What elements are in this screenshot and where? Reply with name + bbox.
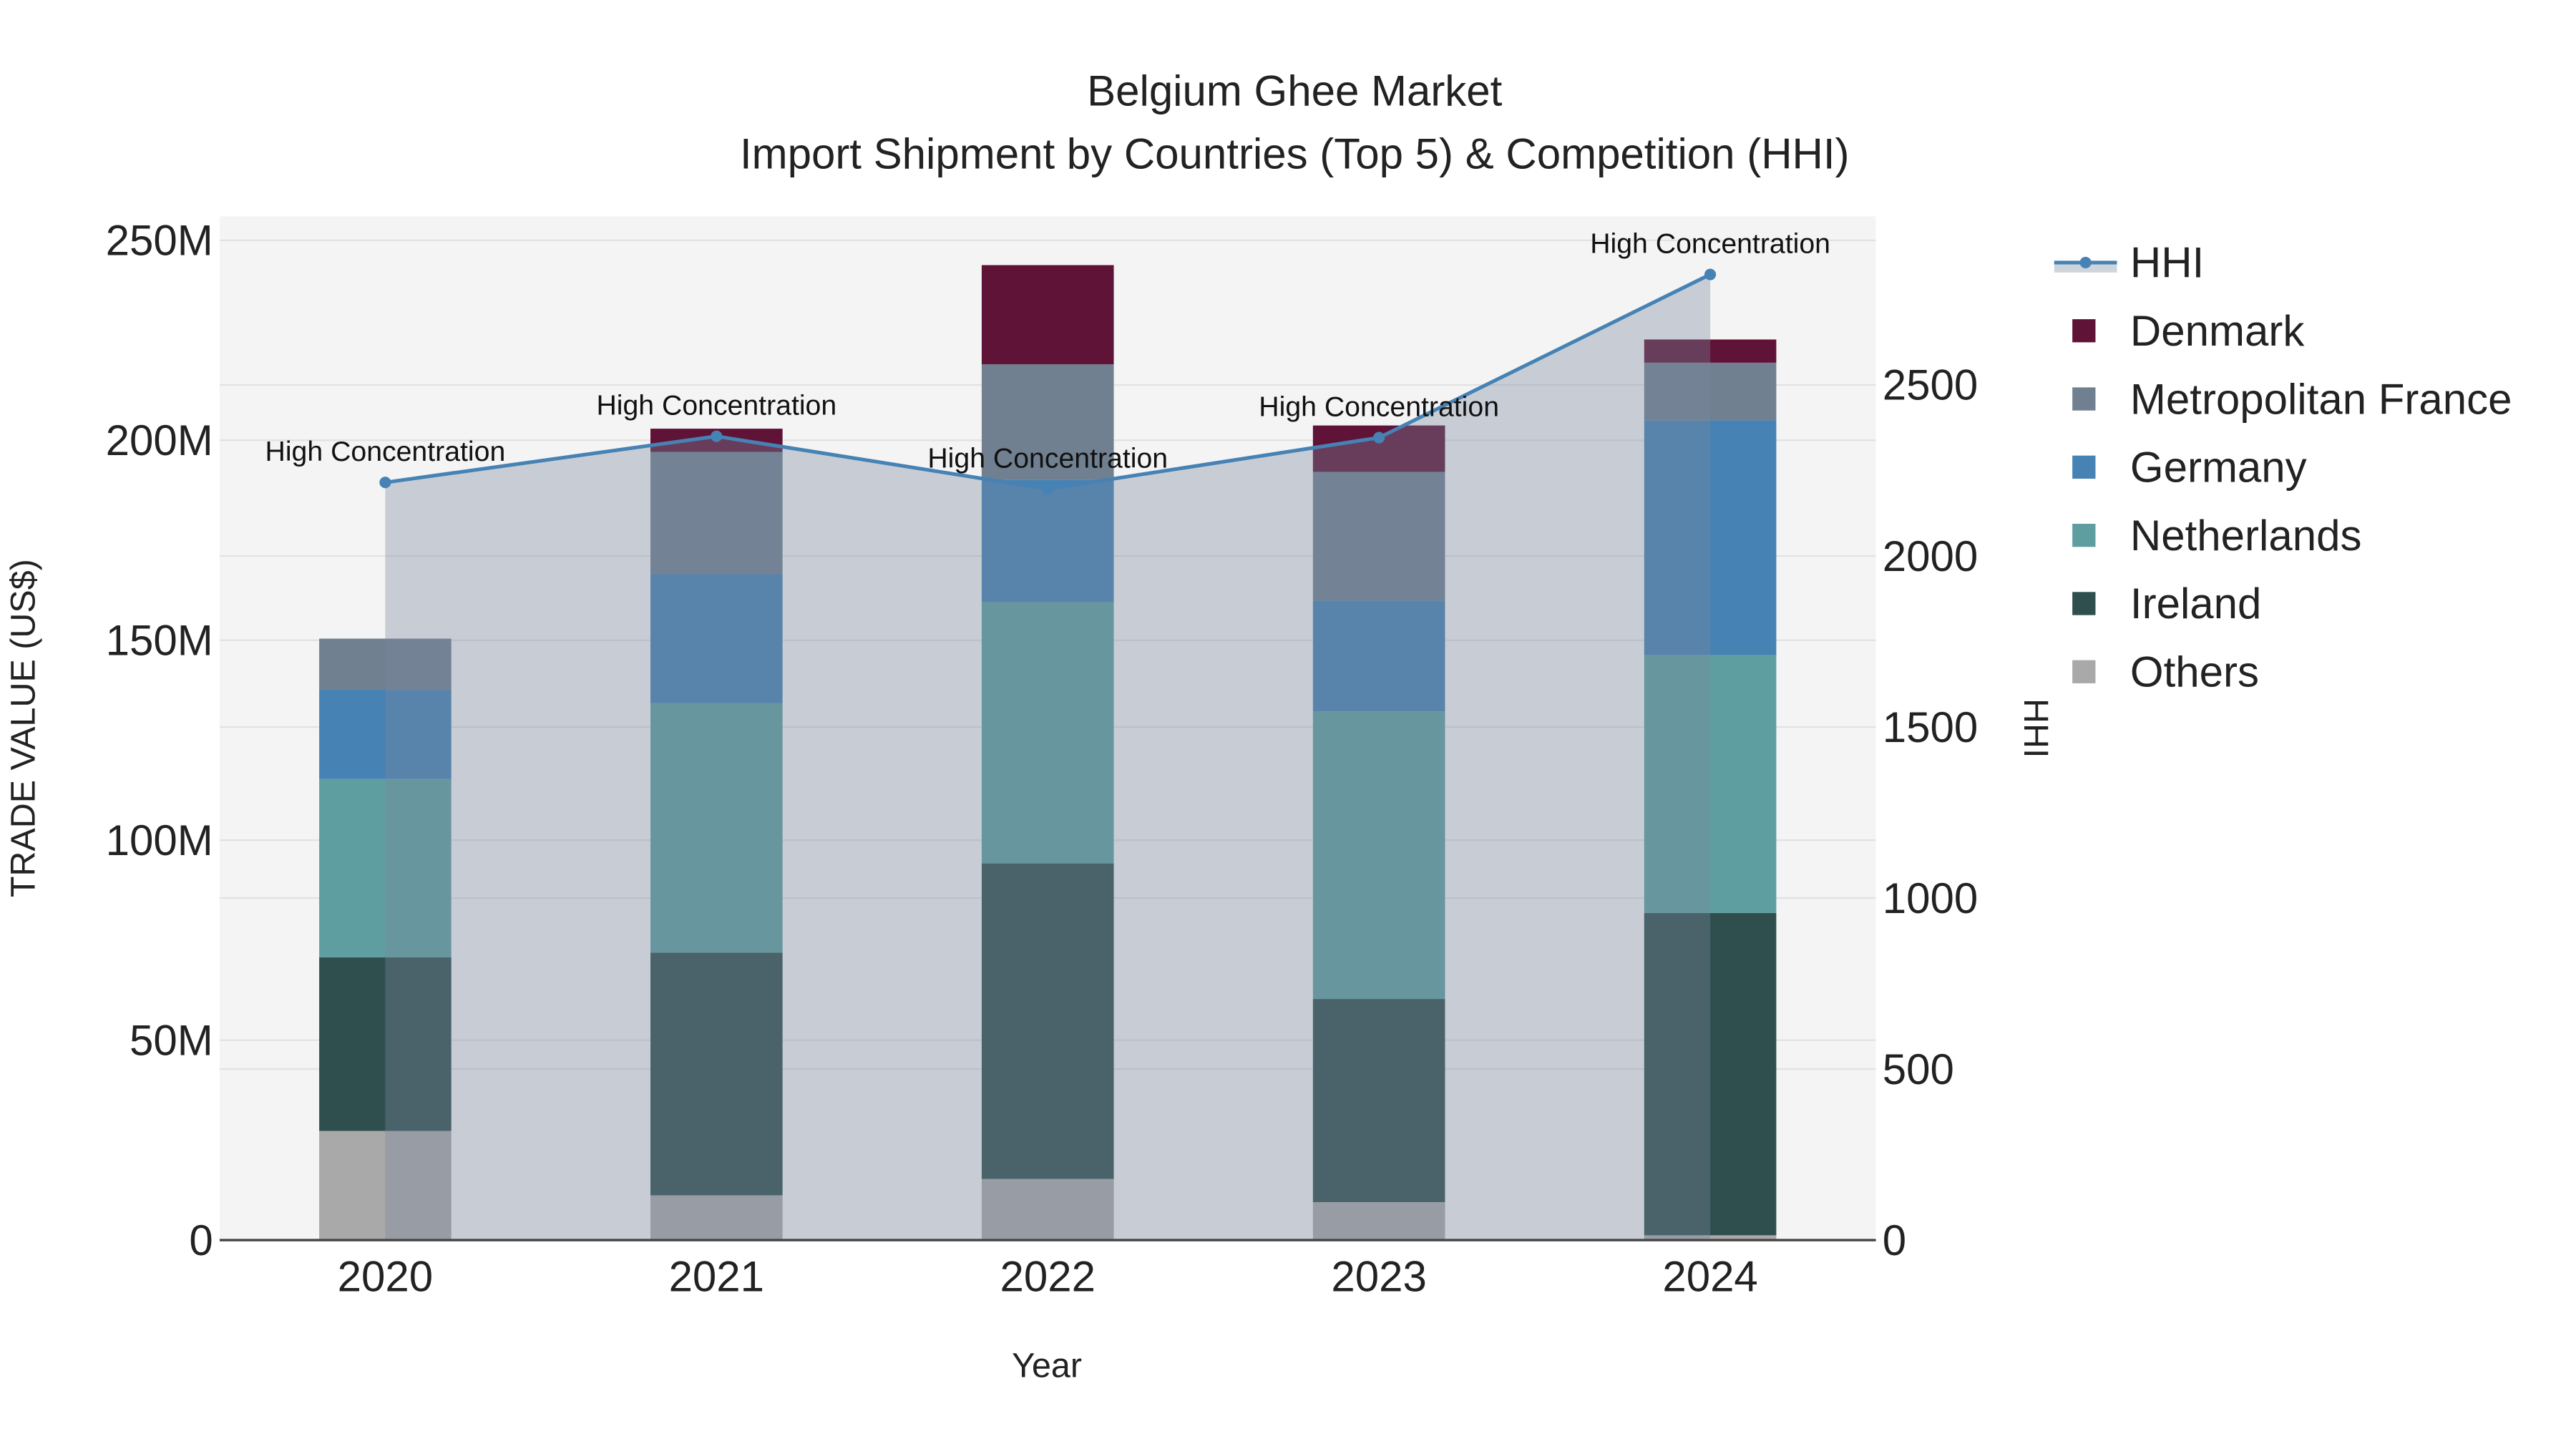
bar-metropolitan-france	[1644, 362, 1777, 421]
y-axis-title: TRADE VALUE (US$)	[4, 559, 42, 897]
bar-ireland	[981, 863, 1114, 1179]
y2-tick-label: 500	[1883, 1045, 1954, 1093]
bar-germany	[650, 574, 783, 703]
y-tick-label: 50M	[130, 1016, 213, 1064]
y-tick-label: 200M	[106, 416, 213, 464]
bar-germany	[1644, 420, 1777, 655]
legend-swatch-germany	[2072, 455, 2096, 479]
hhi-annotation: High Concentration	[265, 436, 506, 467]
bar-netherlands	[319, 779, 452, 957]
bar-netherlands	[981, 602, 1114, 864]
hhi-point	[1042, 483, 1054, 495]
chart-subtitle: Import Shipment by Countries (Top 5) & C…	[740, 130, 1850, 177]
x-tick-label: 2021	[669, 1253, 764, 1301]
y-tick-label: 0	[189, 1216, 213, 1264]
hhi-annotation: High Concentration	[1259, 391, 1499, 423]
bar-germany	[981, 479, 1114, 602]
legend-label: Ireland	[2130, 580, 2261, 628]
bar-metropolitan-france	[1312, 472, 1445, 601]
bar-others	[1312, 1201, 1445, 1241]
bar-metropolitan-france	[650, 452, 783, 575]
bar-metropolitan-france	[981, 364, 1114, 480]
bar-others	[650, 1195, 783, 1241]
y2-axis-title: HHI	[2016, 698, 2055, 758]
bar-ireland	[1312, 999, 1445, 1202]
bar-denmark	[981, 265, 1114, 365]
bar-others	[319, 1131, 452, 1241]
y2-tick-label: 2000	[1883, 532, 1978, 580]
legend-swatch-denmark	[2072, 319, 2096, 343]
hhi-point	[379, 477, 391, 489]
x-axis-title: Year	[1012, 1347, 1082, 1385]
legend: HHI Denmark Metropolitan France Germany Neth…	[2054, 239, 2512, 696]
legend-swatch-metropolitan-france	[2072, 387, 2096, 411]
y2-tick-label: 2500	[1883, 361, 1978, 409]
x-tick-label: 2023	[1331, 1253, 1426, 1301]
x-tick-label: 2022	[1000, 1253, 1095, 1301]
legend-swatch-others	[2072, 660, 2096, 683]
y2-tick-label: 0	[1883, 1216, 1906, 1264]
bar-germany	[319, 690, 452, 779]
bar-denmark	[1644, 339, 1777, 363]
hhi-annotation: High Concentration	[1590, 228, 1830, 260]
bar-ireland	[650, 952, 783, 1196]
bar-netherlands	[650, 703, 783, 953]
bar-germany	[1312, 600, 1445, 712]
bar-others	[981, 1179, 1114, 1241]
bar-others	[1644, 1235, 1777, 1241]
hhi-area	[385, 274, 1711, 1241]
legend-swatch-netherlands	[2072, 524, 2096, 547]
y2-tick-label: 1000	[1883, 874, 1978, 922]
bar-netherlands	[1644, 655, 1777, 913]
hhi-point	[1373, 431, 1385, 444]
hhi-annotation: High Concentration	[927, 442, 1168, 474]
hhi-point	[711, 430, 723, 442]
bar-netherlands	[1312, 711, 1445, 1000]
y-tick-label: 150M	[106, 617, 213, 665]
y-tick-label: 250M	[106, 217, 213, 265]
hhi-point	[1704, 268, 1717, 280]
legend-label: Denmark	[2130, 307, 2305, 355]
bar-metropolitan-france	[319, 638, 452, 691]
legend-label: Metropolitan France	[2130, 375, 2512, 423]
legend-swatch-ireland	[2072, 592, 2096, 615]
legend-label: Others	[2130, 648, 2259, 696]
x-tick-label: 2024	[1662, 1253, 1757, 1301]
bars	[319, 265, 1777, 1241]
hhi-series: High Concentration High Concentration High…	[265, 228, 1830, 1241]
axes: 0 50M 100M 150M 200M 250M 0 500 1000 1500 2000 2500…	[106, 217, 1979, 1301]
legend-label: HHI	[2130, 239, 2204, 287]
legend-label: Germany	[2130, 444, 2307, 492]
legend-label: Netherlands	[2130, 512, 2362, 560]
x-tick-label: 2020	[338, 1253, 433, 1301]
y2-tick-label: 1500	[1883, 703, 1978, 751]
bar-ireland	[319, 957, 452, 1131]
chart-title: Belgium Ghee Market	[1087, 67, 1503, 115]
legend-hhi-marker	[2079, 256, 2092, 268]
hhi-annotation: High Concentration	[596, 390, 836, 421]
bar-ireland	[1644, 912, 1777, 1236]
y-tick-label: 100M	[106, 816, 213, 864]
